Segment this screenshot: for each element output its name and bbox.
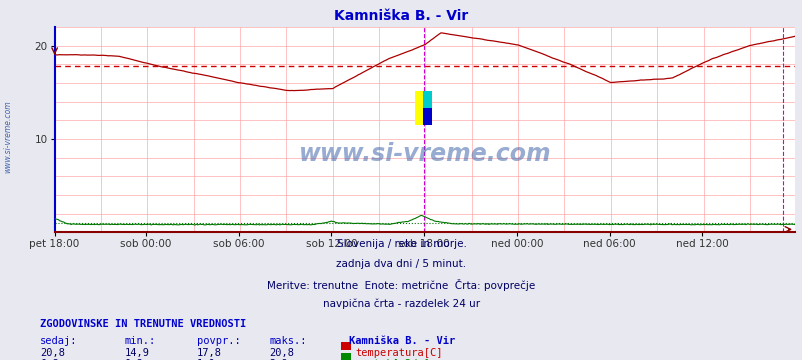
Text: maks.:: maks.: — [269, 336, 306, 346]
Text: 14,9: 14,9 — [124, 348, 149, 358]
Text: min.:: min.: — [124, 336, 156, 346]
Text: 17,8: 17,8 — [196, 348, 221, 358]
Text: Slovenija / reke in morje.: Slovenija / reke in morje. — [336, 239, 466, 249]
Text: www.si-vreme.com: www.si-vreme.com — [298, 142, 550, 166]
Bar — [423, 108, 431, 126]
Text: 20,8: 20,8 — [40, 348, 65, 358]
Bar — [414, 91, 423, 126]
Text: 20,8: 20,8 — [269, 348, 294, 358]
Text: pretok[m3/s]: pretok[m3/s] — [354, 359, 429, 360]
Text: Kamniška B. - Vir: Kamniška B. - Vir — [349, 336, 455, 346]
Text: Kamniška B. - Vir: Kamniška B. - Vir — [334, 9, 468, 23]
Text: sedaj:: sedaj: — [40, 336, 78, 346]
Text: www.si-vreme.com: www.si-vreme.com — [3, 100, 13, 173]
Text: navpična črta - razdelek 24 ur: navpična črta - razdelek 24 ur — [322, 299, 480, 309]
Text: 1,0: 1,0 — [196, 359, 215, 360]
Text: temperatura[C]: temperatura[C] — [354, 348, 442, 358]
Text: Meritve: trenutne  Enote: metrične  Črta: povprečje: Meritve: trenutne Enote: metrične Črta: … — [267, 279, 535, 291]
Bar — [423, 91, 431, 108]
Text: ZGODOVINSKE IN TRENUTNE VREDNOSTI: ZGODOVINSKE IN TRENUTNE VREDNOSTI — [40, 319, 246, 329]
Text: povpr.:: povpr.: — [196, 336, 240, 346]
Text: zadnja dva dni / 5 minut.: zadnja dva dni / 5 minut. — [336, 259, 466, 269]
Text: 0,8: 0,8 — [40, 359, 59, 360]
Text: 0,8: 0,8 — [124, 359, 143, 360]
Text: 2,9: 2,9 — [269, 359, 287, 360]
